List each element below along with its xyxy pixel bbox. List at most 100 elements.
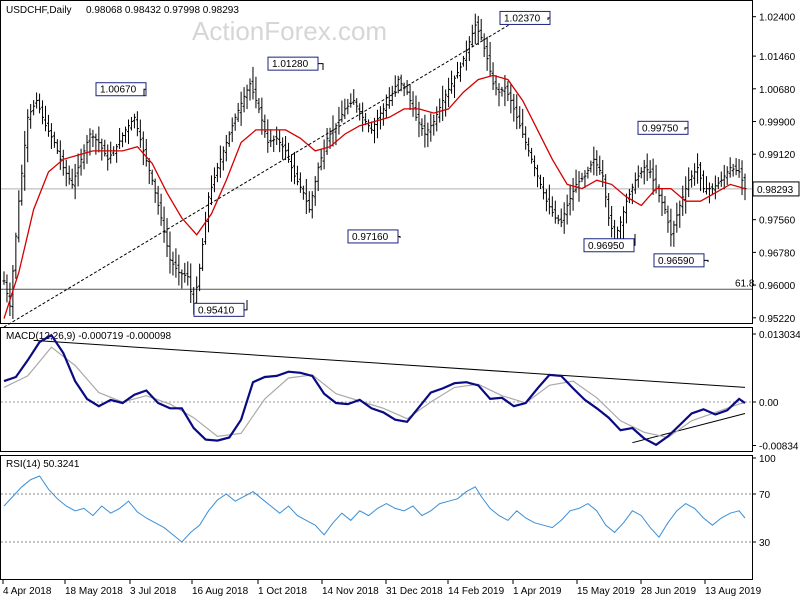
price-bar xyxy=(141,131,145,166)
rising-trendline xyxy=(3,16,523,328)
price-bar xyxy=(716,177,720,190)
price-bar xyxy=(70,168,74,189)
symbol-label: USDCHF,Daily xyxy=(6,5,72,16)
price-bar xyxy=(316,162,320,192)
price-bar xyxy=(648,160,652,179)
price-bar xyxy=(506,81,510,102)
price-bar xyxy=(675,202,679,233)
price-bar xyxy=(41,100,45,125)
price-tick-label: 0.96780 xyxy=(759,248,796,259)
price-bar xyxy=(337,106,341,135)
price-bar xyxy=(583,170,587,188)
price-bar xyxy=(414,95,418,121)
price-bar xyxy=(38,93,42,114)
price-bar xyxy=(417,101,421,138)
price-bar xyxy=(180,269,184,289)
price-bar xyxy=(32,100,36,116)
price-bar xyxy=(681,185,685,216)
price-bar xyxy=(100,138,104,161)
price-bar xyxy=(541,177,545,200)
price-bar xyxy=(64,159,68,187)
price-bar xyxy=(168,231,172,274)
price-bar xyxy=(174,248,178,278)
price-bar xyxy=(399,74,403,92)
price-bar xyxy=(678,200,682,228)
price-tick-label: 1.01460 xyxy=(759,52,796,63)
price-bar xyxy=(144,138,148,167)
price-bar xyxy=(734,158,738,176)
annotation-text: 0.99750 xyxy=(642,123,679,134)
time-tick-label: 18 May 2018 xyxy=(65,586,123,597)
price-bar xyxy=(636,165,640,188)
macd-tick-label: 0.00 xyxy=(759,398,779,409)
price-bar xyxy=(559,208,563,228)
price-bar xyxy=(725,166,729,185)
price-bar xyxy=(633,172,637,194)
price-bar xyxy=(645,153,649,181)
annotation-connector xyxy=(704,259,709,262)
price-bar xyxy=(482,33,486,58)
price-bar xyxy=(349,93,353,108)
price-bar xyxy=(619,216,623,242)
price-bar xyxy=(438,98,442,123)
price-bar xyxy=(135,111,139,137)
price-bar xyxy=(707,182,711,204)
time-tick-label: 31 Dec 2018 xyxy=(386,586,443,597)
price-bar xyxy=(183,262,187,283)
price-bar xyxy=(455,61,459,79)
time-tick-label: 4 Apr 2018 xyxy=(3,586,52,597)
time-axis: 4 Apr 2018 18 May 2018 3 Jul 2018 16 Aug 20… xyxy=(2,580,762,597)
price-bar xyxy=(129,116,133,131)
price-bar xyxy=(580,172,584,183)
price-bar xyxy=(562,202,566,234)
price-bar xyxy=(565,194,569,225)
price-annotation: 0.95410 xyxy=(193,300,248,317)
price-bar xyxy=(435,106,439,132)
time-tick-label: 28 Jun 2019 xyxy=(641,586,696,597)
price-bar xyxy=(503,75,507,107)
price-bar xyxy=(46,114,50,137)
price-bar xyxy=(212,167,216,193)
price-bar xyxy=(17,190,21,243)
price-bar xyxy=(592,146,596,176)
price-bar xyxy=(153,178,157,203)
price-bar xyxy=(281,137,285,160)
annotation-connector xyxy=(634,234,636,246)
price-bar xyxy=(138,119,142,148)
macd-trendline xyxy=(632,412,746,444)
price-bar xyxy=(378,106,382,130)
price-annotation: 1.01280 xyxy=(267,56,324,71)
price-bar xyxy=(444,89,448,117)
annotation-text: 0.96950 xyxy=(588,241,625,252)
price-bar xyxy=(218,145,222,178)
rsi-line xyxy=(3,475,746,543)
price-bar xyxy=(432,114,436,136)
price-bar xyxy=(132,113,136,129)
price-bar xyxy=(14,232,18,279)
price-bar xyxy=(121,132,125,148)
price-bar xyxy=(589,160,593,173)
price-bar xyxy=(150,169,154,186)
price-bar xyxy=(586,166,590,179)
price-bar xyxy=(624,193,628,224)
price-bar xyxy=(2,271,6,285)
price-bar xyxy=(43,105,47,132)
price-bar xyxy=(109,141,113,164)
price-bar xyxy=(666,205,670,233)
price-bar xyxy=(292,151,296,185)
price-bar xyxy=(544,189,548,212)
price-bar xyxy=(248,78,252,101)
macd-axis: 0.013034 0.00 -0.00834 xyxy=(752,330,800,453)
rsi-tick-label: 70 xyxy=(759,490,771,501)
price-bar xyxy=(35,92,39,109)
price-bar xyxy=(556,214,560,225)
price-bar xyxy=(115,143,119,163)
price-bar xyxy=(530,147,534,164)
price-bar xyxy=(405,80,409,96)
price-bar xyxy=(740,160,744,196)
price-bar xyxy=(82,144,86,170)
price-bar xyxy=(536,164,540,188)
macd-label: MACD(12,26,9) -0.000719 -0.000098 xyxy=(6,331,172,342)
price-bar xyxy=(639,167,643,179)
price-bar xyxy=(461,55,465,67)
